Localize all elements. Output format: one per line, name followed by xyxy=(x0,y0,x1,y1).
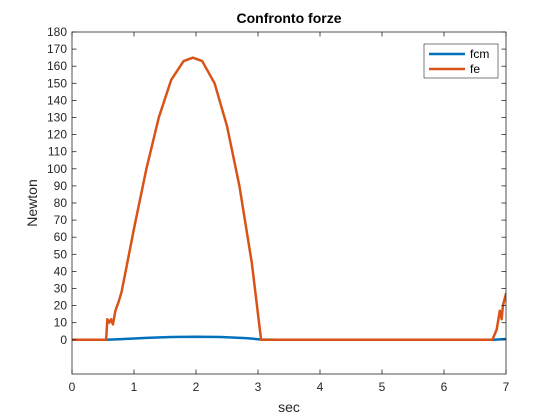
y-tick-label: 50 xyxy=(54,247,68,261)
legend-label-fcm: fcm xyxy=(470,47,489,61)
y-tick-label: 80 xyxy=(54,196,68,210)
y-tick-label: 160 xyxy=(47,59,67,73)
y-tick-label: 110 xyxy=(48,145,67,159)
y-tick-label: 30 xyxy=(54,282,68,296)
y-tick-label: 40 xyxy=(54,264,68,278)
y-tick-label: 180 xyxy=(47,25,67,39)
y-tick-label: 0 xyxy=(60,333,67,347)
y-tick-label: 10 xyxy=(54,316,68,330)
y-tick-label: 170 xyxy=(47,42,67,56)
ticks-layer: 0 1 2 3 4 5 6 701020304050607080901001101201301… xyxy=(47,25,510,394)
y-tick-label: 150 xyxy=(47,76,67,90)
y-tick-label: 130 xyxy=(47,111,67,125)
legend-label-fe: fe xyxy=(470,62,480,76)
series-line-fe xyxy=(72,56,506,342)
y-axis-label: Newton xyxy=(24,179,40,226)
x-tick-label: 6 xyxy=(441,380,448,394)
x-tick-label: 2 xyxy=(193,380,200,394)
x-tick-label: 1 xyxy=(131,380,138,394)
x-axis-label: sec xyxy=(278,399,300,415)
x-tick-label: 4 xyxy=(317,380,324,394)
x-tick-label: 5 xyxy=(379,380,386,394)
plot-background xyxy=(72,32,506,374)
y-tick-label: 70 xyxy=(54,213,68,227)
y-tick-label: 100 xyxy=(47,162,67,176)
series-layer xyxy=(72,56,506,342)
chart-title: Confronto forze xyxy=(237,10,342,26)
y-tick-label: 60 xyxy=(54,230,68,244)
x-tick-label: 3 xyxy=(255,380,262,394)
y-tick-label: 140 xyxy=(47,93,67,107)
x-tick-label: 0 xyxy=(69,380,76,394)
y-tick-label: 120 xyxy=(47,128,67,142)
y-tick-label: 90 xyxy=(54,179,68,193)
y-tick-label: 20 xyxy=(54,299,68,313)
x-tick-label: 7 xyxy=(503,380,510,394)
legend-box xyxy=(423,43,499,79)
